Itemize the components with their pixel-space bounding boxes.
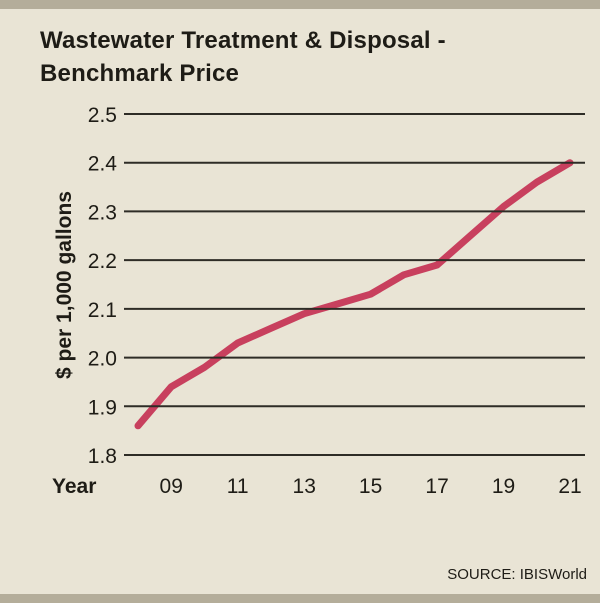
y-tick-label-2.5: 2.5 [88, 104, 117, 127]
y-tick-label-1.8: 1.8 [88, 445, 117, 468]
chart-title-line2: Benchmark Price [40, 60, 240, 87]
source-note: SOURCE: IBISWorld [447, 566, 587, 583]
y-tick-label-2.4: 2.4 [88, 153, 118, 176]
x-tick-label-19: 19 [492, 475, 515, 498]
chart-title: Wastewater Treatment & Disposal - Benchm… [40, 24, 446, 90]
x-tick-label-21: 21 [558, 475, 581, 498]
x-tick-label-09: 09 [160, 475, 183, 498]
y-tick-label-2.1: 2.1 [88, 299, 117, 322]
x-tick-label-17: 17 [425, 475, 448, 498]
price-line-chart: 1.8 1.9 2.0 2.1 2.2 2.3 2.4 2.5 09 11 13 15 17 19 21 Ye… [52, 104, 585, 498]
y-tick-label-2.2: 2.2 [88, 250, 117, 273]
y-tick-label-2.0: 2.0 [88, 348, 117, 371]
x-tick-label-15: 15 [359, 475, 382, 498]
price-line [134, 159, 574, 430]
bottom-border-band [0, 594, 600, 603]
y-tick-label-1.9: 1.9 [88, 396, 117, 419]
y-tick-label-2.3: 2.3 [88, 201, 117, 224]
x-tick-label-13: 13 [293, 475, 316, 498]
chart-title-line1: Wastewater Treatment & Disposal - [40, 27, 446, 54]
top-border-band [0, 0, 600, 9]
x-axis-title: Year [52, 475, 96, 498]
x-tick-label-11: 11 [227, 475, 249, 498]
